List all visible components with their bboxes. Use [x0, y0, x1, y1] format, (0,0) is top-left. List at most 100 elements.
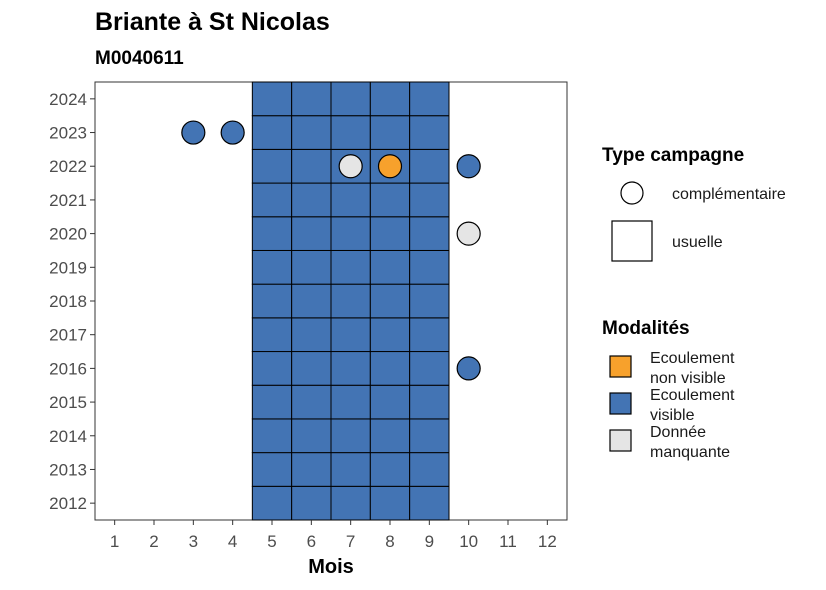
cell-2016-8 [369, 351, 411, 386]
cell-2018-7 [330, 283, 371, 319]
y-tick-label-2024: 2024 [49, 90, 87, 109]
cell-2017-8 [369, 317, 411, 353]
cell-2017-6 [291, 317, 332, 353]
cell-2013-5 [251, 452, 293, 487]
cell-2018-8 [369, 283, 411, 319]
usuelle-cells [251, 81, 450, 521]
x-tick-label-10: 10 [459, 532, 478, 551]
point-2020-10 [456, 221, 481, 246]
y-tick-label-2020: 2020 [49, 225, 87, 244]
cell-2021-7 [330, 182, 371, 218]
legend-key-ecoulement-visible [609, 392, 632, 415]
y-tick-label-2018: 2018 [49, 292, 87, 311]
legend-modalites-title: Modalités [602, 318, 690, 339]
cell-2019-6 [291, 249, 332, 285]
cell-2016-7 [330, 351, 371, 386]
cell-2012-8 [369, 485, 411, 521]
cell-2020-9 [409, 216, 450, 251]
cell-2015-5 [251, 384, 293, 420]
y-tick-label-2016: 2016 [49, 359, 87, 378]
cell-2023-5 [251, 115, 293, 150]
cell-2024-6 [291, 81, 332, 117]
chart-subtitle: M0040611 [95, 48, 184, 69]
x-tick-label-2: 2 [149, 532, 158, 551]
cell-2024-8 [369, 81, 411, 117]
cell-2021-6 [291, 182, 332, 218]
y-tick-label-2012: 2012 [49, 494, 87, 513]
cell-2024-7 [330, 81, 371, 117]
cell-2023-6 [291, 115, 332, 150]
cell-2012-5 [251, 485, 293, 521]
cell-2013-6 [291, 452, 332, 487]
y-tick-label-2022: 2022 [49, 157, 87, 176]
point-2022-7 [338, 154, 363, 179]
x-tick-label-4: 4 [228, 532, 237, 551]
cell-2015-9 [409, 384, 450, 420]
cell-2019-5 [251, 249, 293, 285]
cell-2021-8 [369, 182, 411, 218]
x-tick-label-12: 12 [538, 532, 557, 551]
cell-2018-6 [291, 283, 332, 319]
x-tick-label-3: 3 [189, 532, 198, 551]
cell-2020-5 [251, 216, 293, 251]
cell-2021-5 [251, 182, 293, 218]
legend-usuelle-label: usuelle [672, 234, 723, 251]
cell-2018-9 [409, 283, 450, 319]
cell-2013-9 [409, 452, 450, 487]
legend-label-donn-e-manquante-2: manquante [650, 444, 730, 461]
cell-2020-7 [330, 216, 371, 251]
cell-2013-7 [330, 452, 371, 487]
legend-usuelle-key [611, 220, 653, 262]
cell-2020-6 [291, 216, 332, 251]
cell-2015-6 [291, 384, 332, 420]
axes: 1 2 3 4 5 6 7 8 9 10 11 122012201320142015201620172… [49, 90, 557, 551]
cell-2016-6 [291, 351, 332, 386]
point-2023-3 [181, 120, 206, 145]
point-2022-8 [377, 154, 403, 179]
cell-2019-7 [330, 249, 371, 285]
cell-2017-7 [330, 317, 371, 353]
cell-2024-5 [251, 81, 293, 117]
x-tick-label-6: 6 [307, 532, 316, 551]
cell-2014-7 [330, 418, 371, 454]
legend-label-ecoulement-non-visible-2: non visible [650, 370, 726, 387]
cell-2012-7 [330, 485, 371, 521]
legend-key-ecoulement-non-visible [609, 355, 632, 378]
y-tick-label-2013: 2013 [49, 460, 87, 479]
y-tick-label-2015: 2015 [49, 393, 87, 412]
y-tick-label-2021: 2021 [49, 191, 87, 210]
x-tick-label-11: 11 [499, 532, 517, 551]
x-tick-label-8: 8 [385, 532, 394, 551]
legend-label-ecoulement-visible-1: Ecoulement [650, 387, 735, 404]
y-tick-label-2014: 2014 [49, 427, 87, 446]
legend-complementaire-label: complémentaire [672, 186, 786, 203]
x-tick-label-5: 5 [267, 532, 276, 551]
x-tick-label-1: 1 [110, 532, 119, 551]
legend-label-donn-e-manquante-1: Donnée [650, 424, 706, 441]
chart-title: Briante à St Nicolas [95, 8, 330, 36]
cell-2024-9 [409, 81, 450, 117]
cell-2014-8 [369, 418, 411, 454]
cell-2016-9 [409, 351, 450, 386]
cell-2021-9 [409, 182, 450, 218]
complementaire-points [181, 120, 481, 381]
y-tick-label-2023: 2023 [49, 124, 87, 143]
cell-2015-7 [330, 384, 371, 420]
y-tick-label-2017: 2017 [49, 326, 87, 345]
cell-2016-5 [251, 351, 293, 386]
cell-2014-9 [409, 418, 450, 454]
cell-2022-6 [291, 148, 332, 184]
cell-2022-9 [409, 148, 450, 184]
point-2022-10 [456, 154, 481, 179]
cell-2012-6 [291, 485, 332, 521]
legend-label-ecoulement-visible-2: visible [650, 407, 695, 424]
cell-2023-7 [330, 115, 371, 150]
y-tick-label-2019: 2019 [49, 258, 87, 277]
cell-2018-5 [251, 283, 293, 319]
legend-label-ecoulement-non-visible-1: Ecoulement [650, 350, 735, 367]
legend-key-donn-e-manquante [609, 429, 632, 452]
cell-2013-8 [369, 452, 411, 487]
cell-2022-5 [251, 148, 293, 184]
x-axis-title: Mois [308, 556, 354, 578]
